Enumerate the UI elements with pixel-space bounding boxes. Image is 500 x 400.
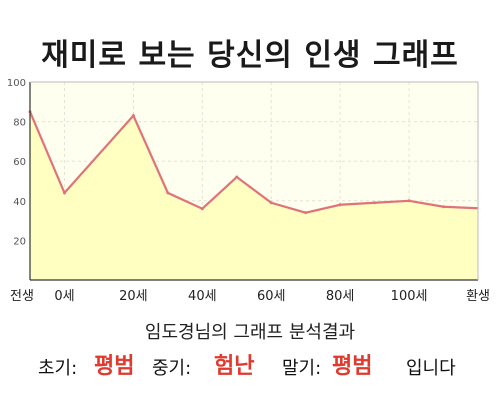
page-title: 재미로 보는 당신의 인생 그래프 [41, 38, 459, 73]
y-tick-label: 80 [13, 118, 26, 129]
x-tick-label: 80세 [326, 289, 355, 304]
x-tick-label: 전생 [10, 289, 34, 304]
late-value: 평범 [332, 354, 373, 379]
data-point [131, 114, 135, 118]
mid-value: 험난 [214, 354, 255, 379]
data-point [407, 199, 411, 203]
axes [29, 81, 479, 281]
data-point [235, 175, 239, 179]
analysis-summary: 임도경님의 그래프 분석결과 [144, 322, 356, 343]
analysis-result: 초기: 평범 중기: 험난 말기: 평범 입니다 [0, 344, 500, 384]
x-tick-labels: 전생 0세 20세 40세 60세 80세 100세 환생 [10, 289, 490, 304]
x-tick-label: 0세 [54, 289, 74, 304]
data-point [373, 201, 377, 205]
data-point [442, 205, 446, 209]
early-label: 초기: [38, 358, 78, 379]
data-point [304, 211, 308, 215]
early-value: 평범 [94, 354, 135, 379]
result-ending: 입니다 [406, 358, 456, 379]
data-point [62, 191, 66, 195]
y-tick-label: 60 [13, 157, 26, 168]
x-tick-label: 40세 [188, 289, 217, 304]
mid-label: 중기: [152, 358, 192, 379]
y-tick-labels: 20 40 60 80 100 [7, 78, 26, 247]
x-tick-label: 환생 [466, 289, 490, 304]
area-fill [30, 111, 478, 280]
data-point [338, 203, 342, 207]
x-tick-label: 100세 [391, 289, 428, 304]
y-tick-label: 40 [13, 197, 26, 208]
y-tick-label: 100 [7, 78, 26, 89]
data-points [28, 110, 446, 215]
life-graph-chart: 20 40 60 80 100 전생 0세 20세 40세 60세 80세 100세 환생 [7, 78, 490, 304]
y-tick-label: 20 [13, 236, 26, 247]
data-point [269, 201, 273, 205]
x-tick-label: 20세 [119, 289, 148, 304]
data-point [166, 191, 170, 195]
x-tick-label: 60세 [257, 289, 286, 304]
data-point [200, 207, 204, 211]
late-label: 말기: [282, 358, 322, 379]
